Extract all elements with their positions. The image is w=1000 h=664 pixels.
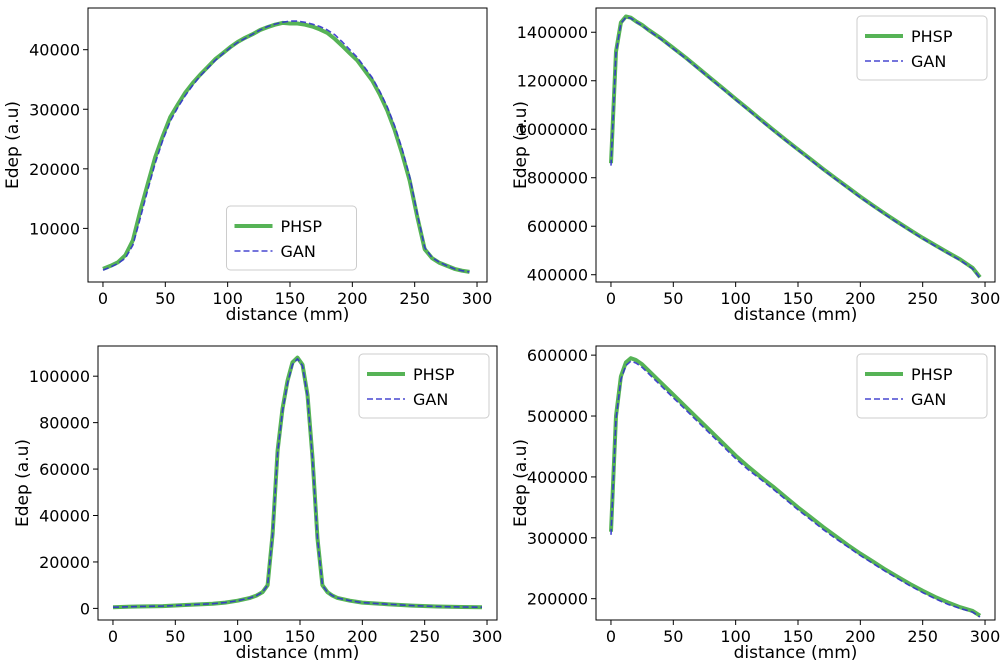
y-axis-label: Edep (a.u): [13, 439, 33, 527]
y-tick-label: 20000: [39, 553, 90, 572]
chart-panel-1: 0 50 100 150 200 250 300 10000 20000 30000 40000 di…: [3, 7, 493, 325]
x-tick-label: 150: [783, 627, 814, 646]
series-line-phsp: [102, 20, 470, 274]
y-tick-label: 40000: [39, 507, 90, 526]
x-tick-label: 50: [155, 289, 175, 308]
y-tick-label: 400000: [527, 266, 588, 285]
x-tick-label: 50: [663, 627, 683, 646]
x-tick-label: 250: [907, 289, 938, 308]
x-tick-label: 150: [783, 289, 814, 308]
legend-label-phsp: PHSP: [911, 365, 953, 384]
x-axis-label: distance (mm): [236, 643, 360, 663]
x-tick-label: 200: [845, 289, 876, 308]
x-tick-label: 300: [970, 627, 1000, 646]
x-tick-label: 100: [212, 289, 243, 308]
legend-box: [856, 353, 988, 419]
y-tick-label: 300000: [527, 529, 588, 548]
y-tick-label: 100000: [29, 367, 90, 386]
legend-label-gan: GAN: [911, 390, 946, 409]
legend: PHSP GAN: [856, 353, 988, 419]
x-tick-label: 100: [720, 289, 751, 308]
series-line-gan: [610, 16, 981, 279]
plot-frame: [87, 7, 488, 283]
x-tick-label: 0: [98, 289, 108, 308]
series-line-gan: [610, 360, 981, 618]
y-tick-label: 400000: [527, 468, 588, 487]
y-axis-label: Edep (a.u): [3, 101, 23, 189]
legend-box: [358, 353, 490, 419]
y-tick-label: 80000: [39, 414, 90, 433]
y-axis-label: Edep (a.u): [511, 101, 531, 189]
legend-label-gan: GAN: [413, 390, 448, 409]
legend-label-phsp: PHSP: [911, 27, 953, 46]
chart-panel-4: 0 50 100 150 200 250 300 200000 300000 400000 5000…: [511, 345, 1000, 663]
legend-label-phsp: PHSP: [413, 365, 455, 384]
x-tick-label: 200: [845, 627, 876, 646]
legend: PHSP GAN: [226, 205, 357, 271]
x-tick-label: 0: [606, 627, 616, 646]
x-tick-label: 150: [275, 289, 306, 308]
x-tick-label: 100: [222, 627, 253, 646]
y-tick-label: 10000: [29, 219, 80, 238]
x-tick-label: 300: [970, 289, 1000, 308]
legend: PHSP GAN: [856, 15, 988, 81]
x-tick-label: 250: [907, 627, 938, 646]
x-axis-label: distance (mm): [734, 305, 858, 325]
x-tick-label: 150: [285, 627, 316, 646]
x-tick-label: 200: [347, 627, 378, 646]
y-tick-label: 500000: [527, 407, 588, 426]
series-line-phsp: [609, 356, 982, 618]
y-tick-label: 200000: [527, 590, 588, 609]
series-line-gan: [102, 20, 470, 273]
x-axis-label: distance (mm): [226, 305, 350, 325]
y-tick-label: 60000: [39, 460, 90, 479]
y-axis-label: Edep (a.u): [511, 439, 531, 527]
legend-label-gan: GAN: [911, 52, 946, 71]
x-tick-label: 0: [606, 289, 616, 308]
y-tick-label: 600000: [527, 346, 588, 365]
y-tick-label: 0: [80, 599, 90, 618]
plot-frame: [595, 7, 996, 283]
x-tick-label: 200: [337, 289, 368, 308]
x-tick-label: 50: [663, 289, 683, 308]
legend-box: [856, 15, 988, 81]
legend: PHSP GAN: [358, 353, 490, 419]
x-tick-label: 0: [108, 627, 118, 646]
legend-label-gan: GAN: [281, 242, 316, 261]
legend-box: [226, 205, 357, 271]
legend-label-phsp: PHSP: [281, 217, 323, 236]
x-tick-label: 50: [165, 627, 185, 646]
y-tick-label: 1000000: [517, 120, 588, 139]
y-tick-label: 1400000: [517, 23, 588, 42]
plot-frame: [97, 345, 498, 621]
x-tick-label: 250: [399, 289, 430, 308]
y-tick-label: 600000: [527, 217, 588, 236]
y-tick-label: 20000: [29, 160, 80, 179]
y-tick-label: 1200000: [517, 72, 588, 91]
x-axis-label: distance (mm): [734, 643, 858, 663]
x-tick-label: 300: [472, 627, 503, 646]
y-tick-label: 30000: [29, 100, 80, 119]
series-line-gan: [112, 357, 483, 608]
chart-panel-3: 0 50 100 150 200 250 300 0 20000 40000 60000 80000 1…: [13, 345, 503, 663]
y-tick-label: 40000: [29, 41, 80, 60]
y-tick-label: 800000: [527, 169, 588, 188]
x-tick-label: 250: [409, 627, 440, 646]
x-tick-label: 300: [462, 289, 493, 308]
plot-frame: [595, 345, 996, 621]
chart-panel-2: 0 50 100 150 200 250 300 400000 600000 800000 1000…: [511, 7, 1000, 325]
x-tick-label: 100: [720, 627, 751, 646]
